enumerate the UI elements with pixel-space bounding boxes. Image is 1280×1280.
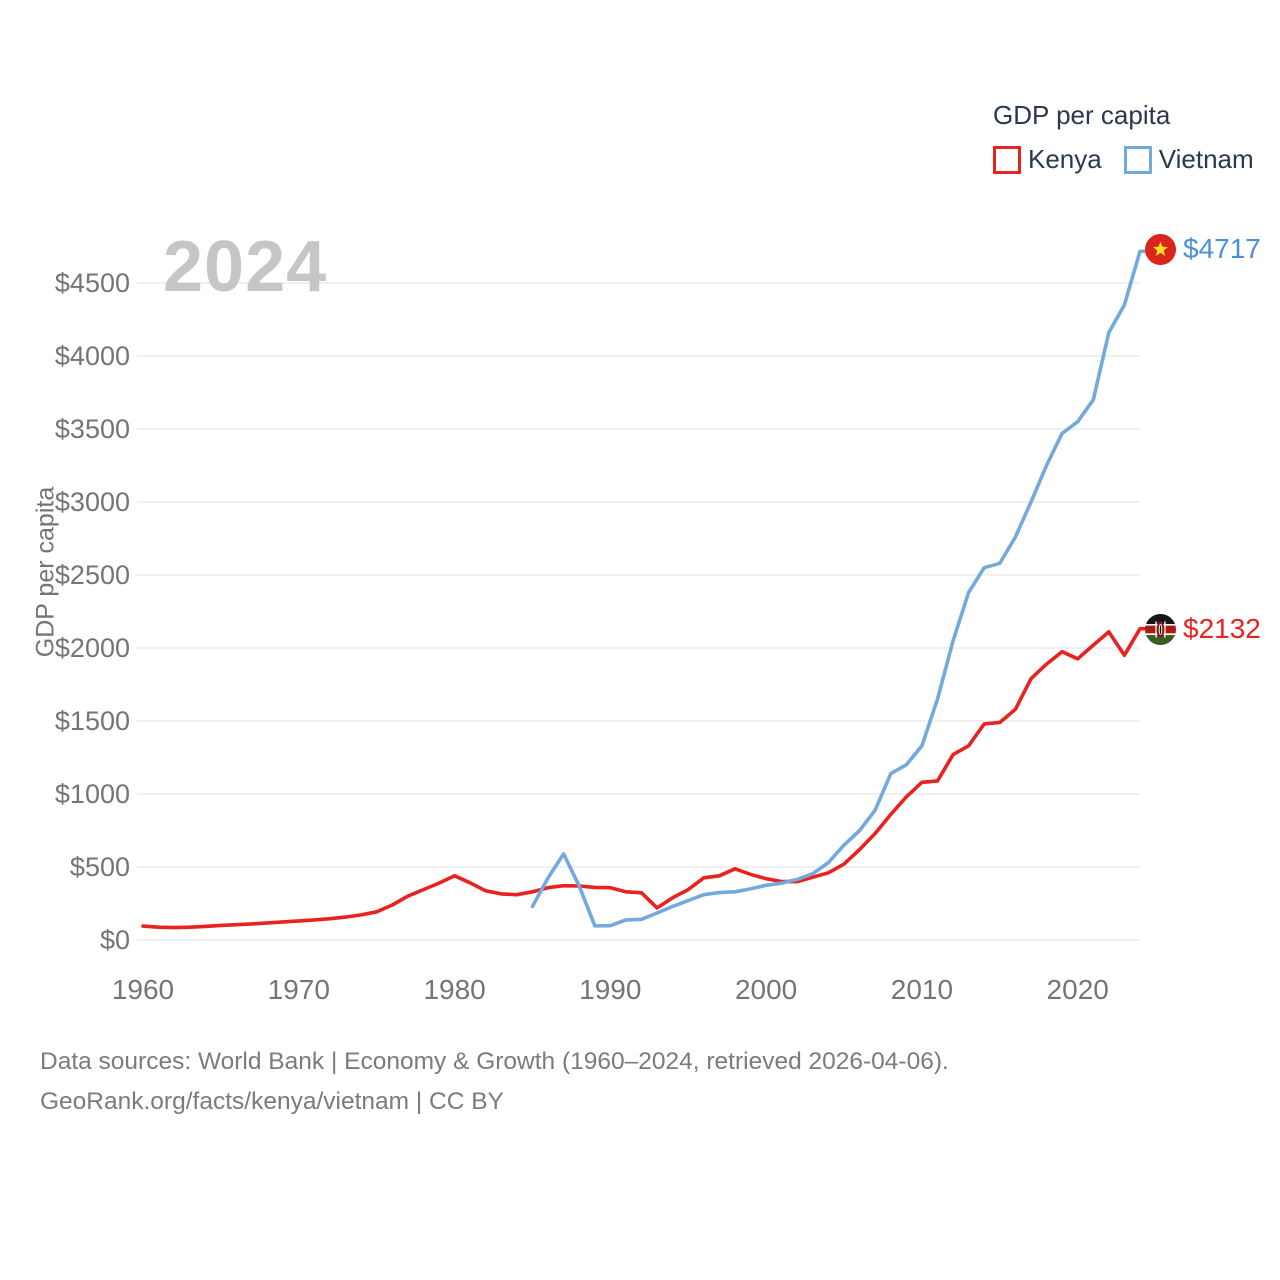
y-tick-label: $4000 [55,341,130,371]
data-source-footer: Data sources: World Bank | Economy & Gro… [40,1042,949,1122]
vietnam-end-annotation: $4717 [1145,233,1261,265]
kenya-flag-icon [1145,613,1176,645]
series-line-vietnam[interactable] [530,249,1149,928]
y-tick-label: $1000 [55,779,130,809]
kenya-color-swatch [993,145,1021,174]
x-tick-label: 2000 [735,974,797,1005]
kenya-end-annotation: $2132 [1145,613,1261,645]
x-tick-label: 2010 [891,974,953,1005]
y-tick-label: $3500 [55,414,130,444]
kenya-end-value: $2132 [1183,613,1261,644]
y-tick-label: $3000 [55,487,130,517]
legend-item-vietnam[interactable]: Vietnam [1123,144,1254,175]
y-tick-label: $0 [100,925,130,955]
x-tick-label: 2020 [1047,974,1109,1005]
year-watermark: 2024 [163,227,328,307]
legend-item-kenya[interactable]: Kenya [993,144,1102,175]
vietnam-flag-icon [1145,233,1176,265]
footer-sources-line: Data sources: World Bank | Economy & Gro… [40,1048,949,1075]
x-tick-label: 1980 [423,974,485,1005]
y-tick-label: $2000 [55,633,130,663]
legend-label-kenya: Kenya [1028,144,1102,174]
y-axis-title: GDP per capita [31,486,60,658]
y-tick-label: $500 [70,852,130,882]
legend-title: GDP per capita [993,100,1171,130]
y-tick-label: $2500 [55,560,130,590]
vietnam-end-value: $4717 [1183,233,1261,264]
x-tick-label: 1960 [112,974,174,1005]
legend-items: Kenya Vietnam [993,144,1263,175]
x-tick-label: 1970 [268,974,330,1005]
vietnam-color-swatch [1123,145,1152,174]
legend-label-vietnam: Vietnam [1158,144,1254,174]
chart-legend: GDP per capita Kenya Vietnam [993,100,1263,175]
series-line-kenya[interactable] [141,626,1149,930]
footer-attribution-line: GeoRank.org/facts/kenya/vietnam | CC BY [40,1088,504,1115]
y-tick-label: $1500 [55,706,130,736]
y-tick-label: $4500 [55,268,130,298]
x-tick-label: 1990 [579,974,641,1005]
